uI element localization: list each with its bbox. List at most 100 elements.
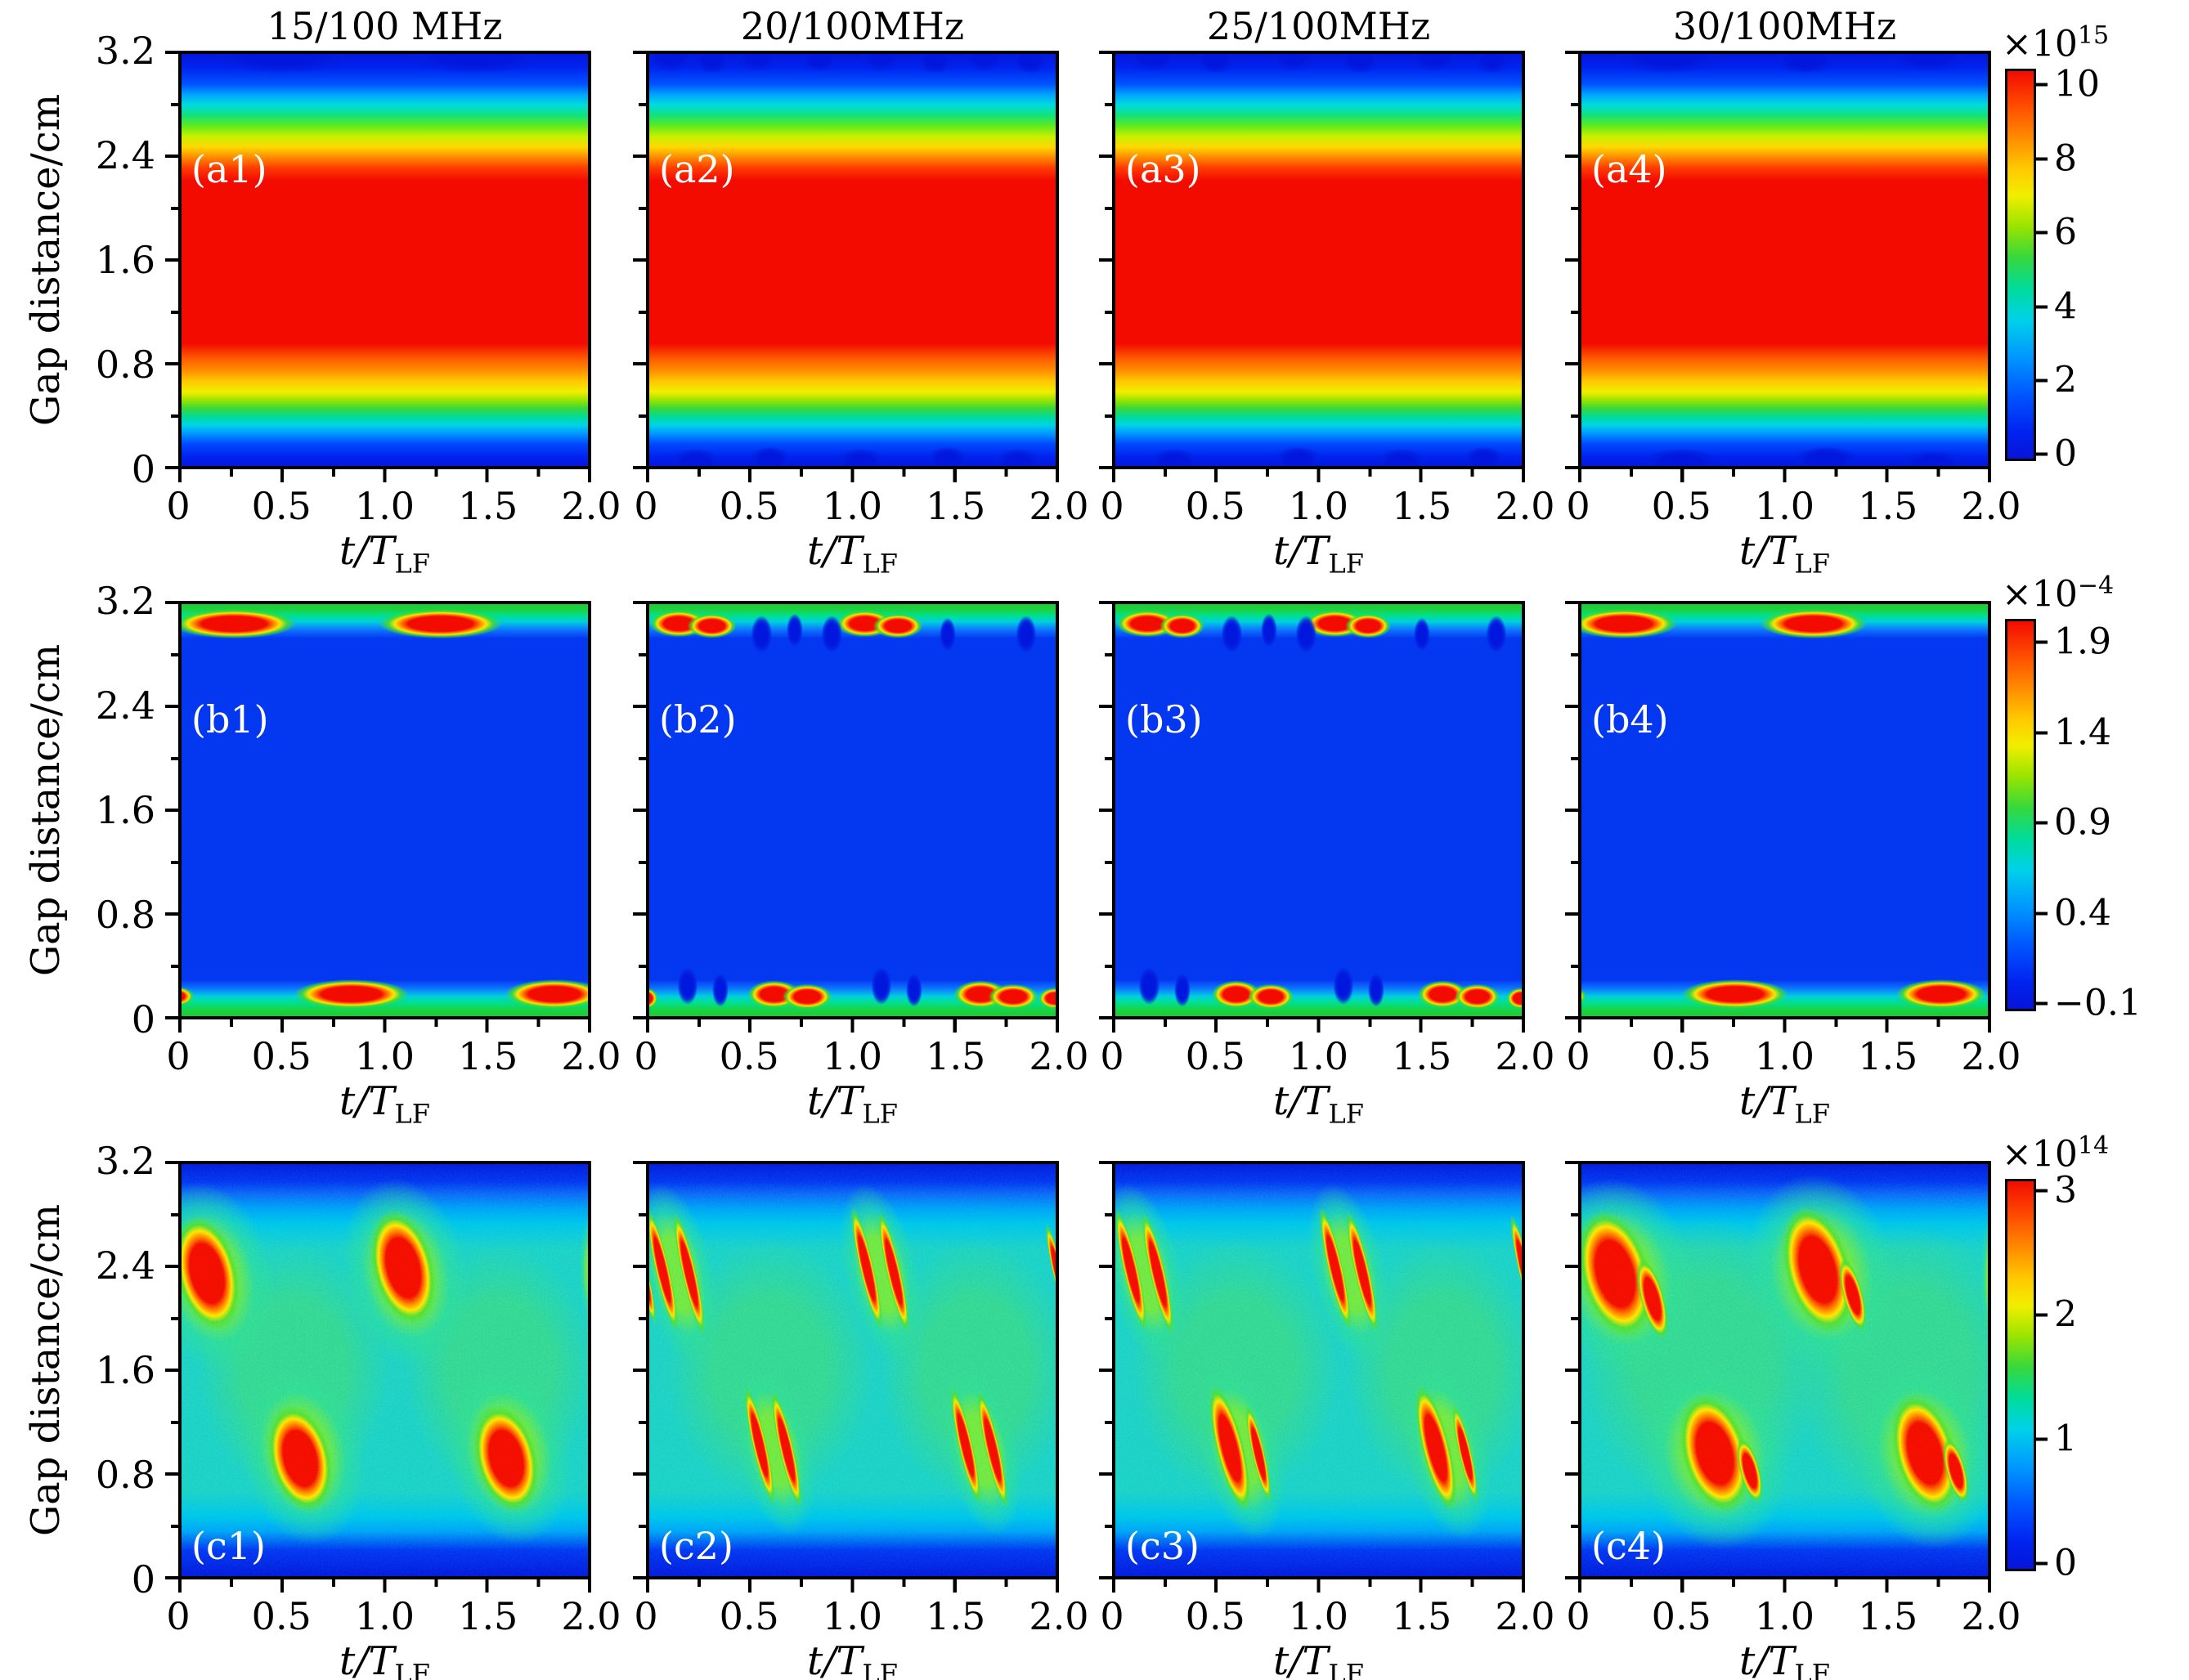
colorbar-tick-label: 1.9 xyxy=(2054,620,2111,663)
x-tick-label: 1.5 xyxy=(1392,484,1452,528)
heatmap-blob xyxy=(993,448,1043,469)
x-tick-label: 1.0 xyxy=(354,484,415,528)
heatmap-blob xyxy=(1455,983,1500,1010)
x-tick-label: 2.0 xyxy=(1961,1594,2021,1638)
heatmap-blob xyxy=(859,51,904,72)
heatmap-blob xyxy=(1374,448,1429,469)
colorbar-scale-exponent: −4 xyxy=(2077,571,2115,600)
y-axis-ticks xyxy=(1099,601,1112,1019)
heatmap-blob xyxy=(1138,966,1160,1006)
heatmap-blob xyxy=(1640,448,1723,469)
y-tick-labels: 3.2 2.4 1.6 0.8 0 xyxy=(0,29,164,491)
x-tick-label: 2.0 xyxy=(1029,484,1089,528)
x-axis-ticks xyxy=(646,1579,1059,1593)
heatmap-blob xyxy=(734,51,781,72)
x-tick-label: 2.0 xyxy=(561,1594,621,1638)
y-axis-ticks xyxy=(633,601,646,1019)
x-axis-label: t/TLF xyxy=(646,1078,1059,1130)
x-tick-label: 0.5 xyxy=(251,1034,312,1078)
y-tick-label: 0 xyxy=(131,1557,155,1602)
heatmap-blob xyxy=(1011,51,1049,74)
x-tick-labels: 0 0.5 1.0 1.5 2.0 xyxy=(1100,1034,1554,1078)
panel-label-a4: (a4) xyxy=(1591,147,1667,191)
colorbar-tick-label: 2 xyxy=(2054,359,2077,401)
heatmap-blob xyxy=(1792,446,1859,469)
x-tick-label: 1.0 xyxy=(822,1594,883,1638)
x-tick-label: 2.0 xyxy=(1495,1594,1555,1638)
y-tick-label: 0.8 xyxy=(95,343,155,387)
heatmap-blob xyxy=(1578,609,1678,639)
x-tick-label: 0.5 xyxy=(1185,484,1245,528)
panel-label-b1: (b1) xyxy=(191,697,269,741)
colorbar-tick-label: 0 xyxy=(2054,432,2077,475)
heatmap-blob xyxy=(378,609,503,639)
x-axis-label: t/TLF xyxy=(1112,528,1525,580)
x-tick-label: 0.5 xyxy=(719,1594,779,1638)
x-axis-label-main: t/T xyxy=(807,1638,863,1680)
row-c: Gap distance/cm 3.2 2.4 1.6 0.8 0 (c1) 0 0.5 1… xyxy=(0,1131,2189,1680)
colorbar-tick-label: 1 xyxy=(2054,1418,2077,1460)
y-tick-label: 0.8 xyxy=(95,893,155,937)
y-axis-ticks xyxy=(633,51,646,469)
x-tick-label: 0 xyxy=(634,484,658,528)
heatmap-blob xyxy=(786,613,803,647)
heatmap-b3 xyxy=(1112,601,1525,1019)
x-axis-label: t/TLF xyxy=(1578,1078,1991,1130)
x-axis-ticks xyxy=(646,469,1059,482)
column-title-2: 20/100MHz xyxy=(740,4,965,48)
x-tick-label: 0.5 xyxy=(1185,1594,1245,1638)
y-axis-ticks xyxy=(165,1161,178,1579)
heatmap-c3 xyxy=(1112,1161,1525,1579)
heatmap-blob xyxy=(1760,609,1868,639)
x-axis-label: t/TLF xyxy=(1112,1078,1525,1130)
colorbar-tick-label: 4 xyxy=(2054,285,2077,328)
heatmap-a2 xyxy=(646,51,1059,469)
x-axis-label-main: t/T xyxy=(807,528,863,574)
x-tick-label: 1.0 xyxy=(1754,484,1815,528)
heatmap-blob xyxy=(1248,983,1294,1010)
x-tick-label: 1.5 xyxy=(1858,1594,1918,1638)
y-tick-label: 1.6 xyxy=(95,788,155,832)
heatmap-blob xyxy=(1407,51,1461,72)
x-tick-labels: 0 0.5 1.0 1.5 2.0 xyxy=(1100,484,1554,528)
heatmap-blob xyxy=(646,988,659,1010)
x-tick-label: 1.5 xyxy=(458,484,518,528)
x-tick-label: 0.5 xyxy=(1651,1594,1711,1638)
heatmap-blob xyxy=(1126,51,1181,72)
colorbar-scale-base: ×10 xyxy=(2002,573,2078,616)
heatmap-b2 xyxy=(646,601,1059,1019)
x-axis-label: t/TLF xyxy=(178,1638,591,1680)
heatmap-panel-b2: (b2) 0 0.5 1.0 1.5 2.0 t/TLF xyxy=(633,601,1089,1130)
x-tick-label: 0 xyxy=(634,1034,658,1078)
heatmap-panel-a1: (a1) 0 0.5 1.0 1.5 2.0 t/TLF xyxy=(165,51,621,580)
y-axis-ticks xyxy=(1565,1161,1578,1579)
x-tick-label: 1.5 xyxy=(1858,484,1918,528)
x-tick-label: 2.0 xyxy=(1961,1034,2021,1078)
x-axis-label-sub: LF xyxy=(1328,548,1364,580)
x-tick-labels: 0 0.5 1.0 1.5 2.0 xyxy=(634,484,1088,528)
x-tick-labels: 0 0.5 1.0 1.5 2.0 xyxy=(1566,1594,2021,1638)
x-tick-label: 0 xyxy=(166,484,191,528)
heatmap-blob xyxy=(1368,973,1385,1007)
y-axis-ticks xyxy=(165,51,178,469)
y-tick-label: 2.4 xyxy=(95,683,155,728)
heatmap-panel-a3: (a3) 0 0.5 1.0 1.5 2.0 t/TLF xyxy=(1099,51,1555,580)
x-tick-label: 1.0 xyxy=(822,484,883,528)
x-axis-ticks xyxy=(178,1019,591,1033)
heatmap-blob xyxy=(1681,979,1789,1010)
heatmap-c2 xyxy=(646,1161,1059,1579)
x-tick-label: 1.5 xyxy=(926,1034,986,1078)
colorbar-scale-exponent: 14 xyxy=(2077,1131,2110,1160)
heatmap-blob xyxy=(1463,446,1505,469)
y-tick-label: 3.2 xyxy=(95,29,155,73)
x-tick-label: 0.5 xyxy=(251,1594,312,1638)
x-tick-label: 0 xyxy=(166,1594,191,1638)
x-tick-label: 1.0 xyxy=(1288,484,1349,528)
colorbar-scale-label: ×10−4 xyxy=(2002,571,2114,616)
x-tick-label: 2.0 xyxy=(1029,1594,1089,1638)
heatmap-blob xyxy=(1486,615,1507,653)
x-axis-label-sub: LF xyxy=(394,1658,430,1680)
heatmap-blob xyxy=(916,51,954,74)
x-axis-label: t/TLF xyxy=(646,1638,1059,1680)
heatmap-blob xyxy=(178,986,195,1007)
